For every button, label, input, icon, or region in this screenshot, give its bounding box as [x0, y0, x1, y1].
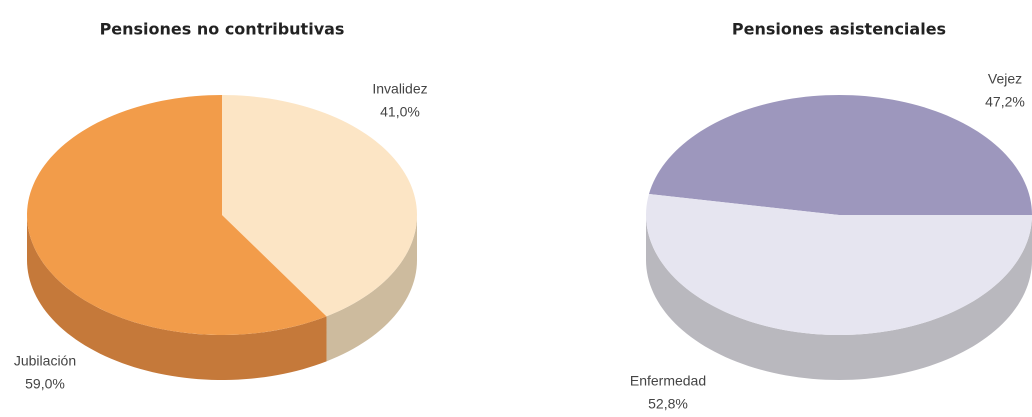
chart-title: Pensiones asistenciales — [732, 20, 946, 39]
slice-value: 52,8% — [648, 396, 688, 412]
pie-slice — [648, 95, 1032, 215]
pie-side — [326, 215, 417, 362]
slice-value: 47,2% — [985, 94, 1025, 110]
slice-value: 41,0% — [380, 104, 420, 120]
slice-label: Jubilación — [14, 353, 76, 369]
pie-side — [27, 215, 327, 380]
slice-label: Enfermedad — [630, 373, 706, 389]
pie-slice — [222, 95, 417, 317]
chart-title: Pensiones no contributivas — [100, 20, 345, 39]
slice-label: Vejez — [988, 71, 1022, 87]
pie-slice — [646, 193, 1032, 335]
pie-slice — [27, 95, 327, 335]
slice-value: 59,0% — [25, 376, 65, 392]
slice-label: Invalidez — [372, 81, 427, 97]
pie-side — [646, 215, 1032, 380]
